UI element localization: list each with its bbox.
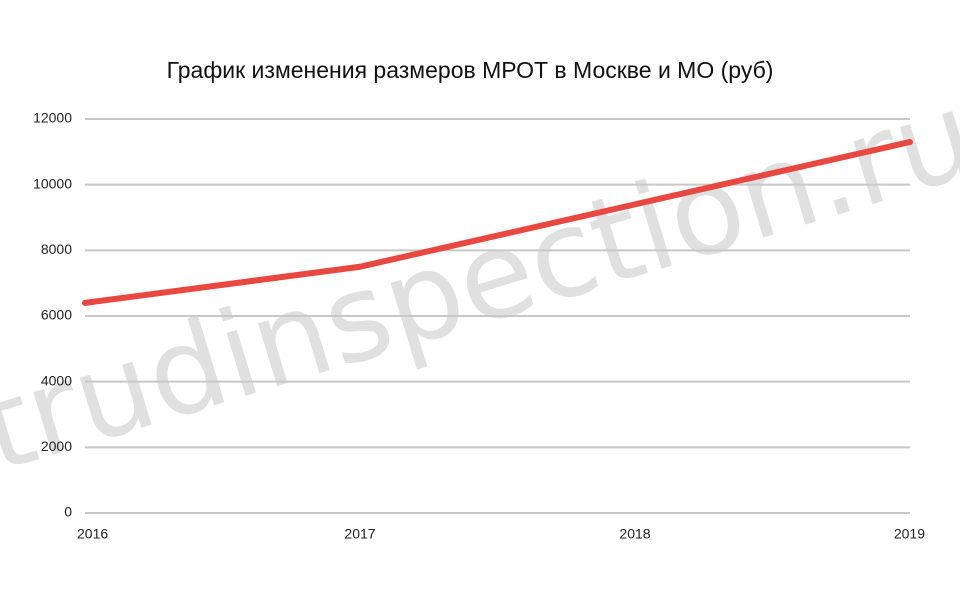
y-tick-label: 6000 (41, 307, 72, 323)
y-tick-label: 2000 (41, 438, 72, 454)
chart-title: График изменения размеров МРОТ в Москве … (167, 57, 774, 83)
data-line (82, 138, 913, 306)
x-tick-label: 2017 (344, 526, 375, 542)
y-tick-label: 8000 (41, 241, 72, 257)
x-tick-label: 2018 (619, 526, 650, 542)
y-tick-label: 4000 (41, 372, 72, 388)
watermark: trudinspection.ru (0, 66, 960, 500)
y-tick-label: 12000 (33, 110, 72, 126)
x-tick-label: 2016 (77, 526, 108, 542)
x-tick-label: 2019 (894, 526, 925, 542)
y-tick-label: 10000 (33, 175, 72, 191)
y-tick-label: 0 (64, 504, 72, 520)
